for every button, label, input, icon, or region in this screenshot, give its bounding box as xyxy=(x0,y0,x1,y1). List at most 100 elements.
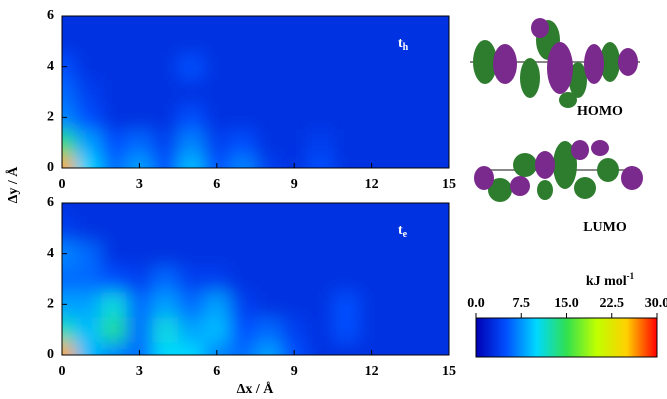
contour-cell xyxy=(333,155,359,198)
contour-cell xyxy=(410,216,436,242)
contour-cell xyxy=(385,130,411,156)
contour-cell xyxy=(230,173,256,216)
contour-cell xyxy=(127,0,153,29)
figure: HOMO LUMO Δy / Å Δx / Å kJ mol-1 0369121… xyxy=(0,0,667,399)
contour-cell xyxy=(178,173,204,216)
contour-cell xyxy=(307,266,333,292)
contour-cell xyxy=(307,173,333,216)
contour-cell xyxy=(436,130,479,156)
contour-cell xyxy=(385,155,411,198)
contour-cell xyxy=(307,342,333,385)
homo-label: HOMO xyxy=(577,104,623,119)
contour-cell xyxy=(101,292,127,318)
y-tick-label: 2 xyxy=(47,110,54,125)
contour-cell xyxy=(256,79,282,105)
contour-cell xyxy=(281,216,307,242)
contour-cell xyxy=(101,317,127,343)
x-tick-label: 3 xyxy=(136,364,143,379)
contour-cell xyxy=(178,342,204,385)
contour-cell xyxy=(178,216,204,242)
contour-cell xyxy=(152,130,178,156)
contour-cell xyxy=(178,54,204,80)
contour-cell xyxy=(101,54,127,80)
contour-cell xyxy=(436,241,479,267)
contour-cell xyxy=(127,241,153,267)
contour-cell xyxy=(410,79,436,105)
contour-cell xyxy=(230,266,256,292)
contour-cell xyxy=(359,317,385,343)
contour-cell xyxy=(333,54,359,80)
x-tick-label: 9 xyxy=(291,177,298,192)
contour-cell xyxy=(204,54,230,80)
y-tick-label: 0 xyxy=(47,347,54,362)
contour-cell xyxy=(359,0,385,29)
contour-cell xyxy=(410,173,436,216)
contour-cell xyxy=(178,130,204,156)
contour-cell xyxy=(32,266,75,292)
contour-cell xyxy=(385,0,411,29)
contour-cell xyxy=(127,105,153,131)
contour-cell xyxy=(152,266,178,292)
contour-cell xyxy=(410,266,436,292)
contour-cell xyxy=(75,130,101,156)
contour-cell xyxy=(127,29,153,55)
contour-cell xyxy=(127,216,153,242)
contour-cell xyxy=(359,79,385,105)
contour-cell xyxy=(230,54,256,80)
contour-cell xyxy=(385,292,411,318)
contour-cell xyxy=(307,241,333,267)
contour-cell xyxy=(281,266,307,292)
x-axis-label: Δx / Å xyxy=(237,381,275,397)
contour-cell xyxy=(204,79,230,105)
colorbar-tick-label: 22.5 xyxy=(600,296,625,311)
contour-cell xyxy=(333,342,359,385)
contour-cell xyxy=(281,0,307,29)
page: HOMO LUMO Δy / Å Δx / Å kJ mol-1 0369121… xyxy=(0,0,667,399)
contour-cell xyxy=(204,241,230,267)
contour-cell xyxy=(127,266,153,292)
contour-cell xyxy=(204,105,230,131)
x-tick-label: 12 xyxy=(365,177,379,192)
colorbar-tick-label: 0.0 xyxy=(467,296,485,311)
plot-area xyxy=(32,173,480,386)
contour-cell xyxy=(410,342,436,385)
contour-cell xyxy=(204,266,230,292)
panel-label-sub: e xyxy=(403,229,408,240)
contour-cell xyxy=(230,130,256,156)
contour-cell xyxy=(230,292,256,318)
contour-cell xyxy=(152,105,178,131)
contour-cell xyxy=(281,79,307,105)
contour-cell xyxy=(75,79,101,105)
contour-cell xyxy=(333,79,359,105)
contour-cell xyxy=(410,130,436,156)
contour-cell xyxy=(281,105,307,131)
contour-cell xyxy=(204,317,230,343)
contour-cell xyxy=(230,29,256,55)
contour-cell xyxy=(307,130,333,156)
contour-cell xyxy=(281,292,307,318)
contour-cell xyxy=(410,29,436,55)
y-tick-label: 6 xyxy=(47,8,54,23)
contour-cell xyxy=(281,317,307,343)
contour-cell xyxy=(359,241,385,267)
contour-cell xyxy=(281,130,307,156)
contour-cell xyxy=(256,241,282,267)
contour-cell xyxy=(152,241,178,267)
contour-cell xyxy=(75,155,101,198)
contour-cell xyxy=(230,0,256,29)
contour-cell xyxy=(256,105,282,131)
contour-cell xyxy=(436,79,479,105)
contour-cell xyxy=(256,54,282,80)
contour-cell xyxy=(75,266,101,292)
x-tick-label: 12 xyxy=(365,364,379,379)
contour-cell xyxy=(127,130,153,156)
contour-cell xyxy=(230,216,256,242)
contour-cell xyxy=(152,342,178,385)
contour-cell xyxy=(410,54,436,80)
contour-cell xyxy=(204,29,230,55)
contour-cell xyxy=(333,216,359,242)
contour-cell xyxy=(152,155,178,198)
contour-cell xyxy=(359,130,385,156)
contour-cell xyxy=(75,29,101,55)
contour-cell xyxy=(256,173,282,216)
